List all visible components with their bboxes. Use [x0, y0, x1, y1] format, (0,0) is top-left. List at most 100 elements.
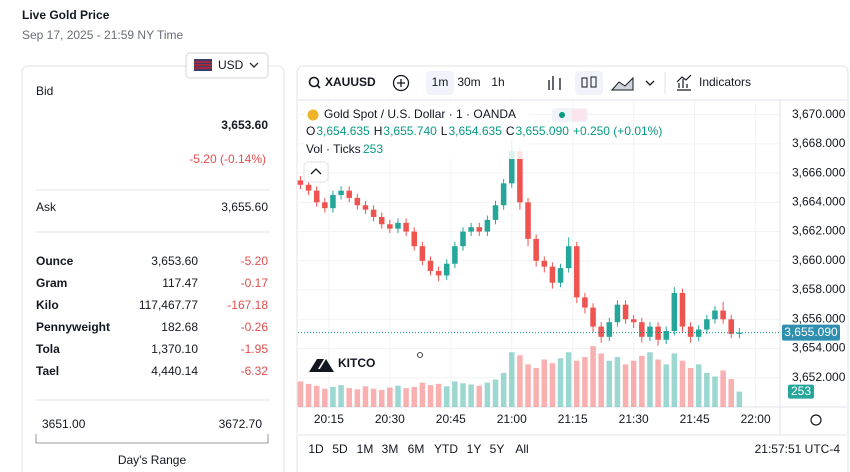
candle-body	[679, 292, 686, 327]
compare-button[interactable]	[392, 74, 410, 92]
candle-body	[582, 297, 588, 308]
legend-bg	[304, 103, 529, 159]
unit-price: 4,440.14	[151, 364, 198, 378]
candle-body	[322, 202, 328, 209]
volume-bar	[452, 381, 458, 407]
volume-bar	[590, 346, 596, 407]
registered-mark	[417, 352, 423, 358]
quote-card	[21, 65, 285, 472]
candle-body	[606, 322, 613, 337]
candle-body	[590, 307, 596, 327]
unit-change: -0.17	[241, 276, 269, 290]
collapse-button[interactable]	[303, 161, 329, 183]
candle-body	[712, 310, 718, 320]
period-button[interactable]: 5D	[332, 442, 348, 456]
unit-price: 117.47	[162, 276, 198, 290]
volume-bar	[574, 360, 580, 407]
x-tick-label: 20:45	[436, 412, 466, 426]
ohlc-value: 3,654.635	[448, 124, 502, 138]
interval-button[interactable]: 1m	[432, 75, 449, 89]
unit-change: -6.32	[241, 364, 269, 378]
currency: USD	[218, 58, 244, 72]
volume-bar	[663, 364, 669, 407]
volume-bar	[630, 360, 637, 407]
period-button[interactable]: 6M	[408, 442, 425, 456]
volume-legend-value: 253	[363, 142, 383, 156]
unit-name: Gram	[36, 276, 67, 290]
period-button[interactable]: 1Y	[467, 442, 482, 456]
volume-bar	[370, 388, 377, 407]
area-icon[interactable]	[610, 76, 634, 91]
candle-body	[443, 263, 450, 276]
interval-group: 1m 30m 1h	[432, 75, 505, 89]
search-icon-handle	[316, 84, 321, 89]
settings-icon[interactable]	[810, 414, 822, 426]
search-icon[interactable]	[308, 76, 320, 88]
period-button[interactable]: 1M	[357, 442, 374, 456]
volume-bar	[622, 364, 629, 407]
period-button[interactable]: All	[515, 442, 528, 456]
volume-bar	[525, 364, 531, 407]
page-title: Live Gold Price	[22, 8, 110, 22]
candle-body	[655, 326, 661, 340]
volume-bar	[313, 385, 320, 407]
candle-body	[647, 326, 653, 337]
candle-body	[476, 227, 483, 232]
volume-bar	[647, 352, 653, 407]
volume-bar	[639, 355, 645, 407]
period-button[interactable]: 3M	[382, 442, 399, 456]
kitco-mark	[309, 359, 334, 372]
candle-icon[interactable]	[581, 77, 588, 88]
gold-icon	[307, 109, 319, 121]
interval-button[interactable]: 1h	[491, 75, 504, 89]
symbol[interactable]: XAUUSD	[325, 75, 376, 89]
period-button[interactable]: 5Y	[490, 442, 505, 456]
ohlc-key: L	[441, 124, 448, 138]
ohlc-value: 3,655.740	[383, 124, 437, 138]
candle-body	[378, 216, 385, 225]
last-price-label: 3,655.090	[784, 325, 838, 339]
y-tick-label: 3,654.000	[792, 341, 846, 355]
candle-body	[614, 304, 621, 323]
volume-bar	[468, 384, 474, 407]
indicators-icon[interactable]	[676, 74, 692, 91]
indicators-button[interactable]: Indicators	[699, 75, 751, 89]
last-price-badge	[782, 324, 840, 341]
candle-body	[419, 246, 426, 261]
y-tick-label: 3,662.000	[792, 224, 846, 238]
volume-bar	[346, 388, 352, 407]
volume-bar	[565, 352, 572, 407]
y-tick-label: 3,664.000	[792, 195, 846, 209]
unit-price: 117,467.77	[139, 298, 198, 312]
volume-bar	[736, 391, 743, 407]
unit-name: Tola	[36, 342, 60, 356]
volume-bar	[338, 385, 344, 407]
candle-body	[541, 260, 548, 267]
ohlc-key: O	[306, 124, 315, 138]
volume-label: 253	[791, 384, 811, 398]
unit-price: 1,370.10	[151, 342, 198, 356]
volume-bar	[297, 381, 304, 407]
volume-bar	[460, 383, 466, 407]
volume-bar	[354, 389, 361, 407]
volume-bar	[387, 387, 393, 407]
period-button[interactable]: YTD	[434, 442, 458, 456]
candle-body	[305, 184, 312, 191]
candle-body	[574, 246, 580, 298]
candle-body	[630, 319, 637, 323]
period-group: 1D 5D 1M 3M 6M YTD 1Y 5Y All	[308, 442, 528, 456]
volume-bar	[606, 360, 613, 407]
period-button[interactable]: 1D	[308, 442, 324, 456]
volume-bar	[704, 372, 710, 407]
bars-icon[interactable]	[548, 76, 561, 90]
chart-type-caret[interactable]	[645, 80, 655, 86]
interval-button[interactable]: 30m	[457, 75, 480, 89]
volume-bar	[378, 389, 385, 407]
volume-bar	[435, 383, 442, 407]
candle-icon-bg	[575, 71, 603, 95]
candle-body	[598, 326, 604, 337]
candle-body	[427, 260, 434, 272]
x-tick-label: 21:30	[619, 412, 649, 426]
candle-body	[720, 310, 726, 320]
ohlc-value: 3,654.635	[316, 124, 370, 138]
